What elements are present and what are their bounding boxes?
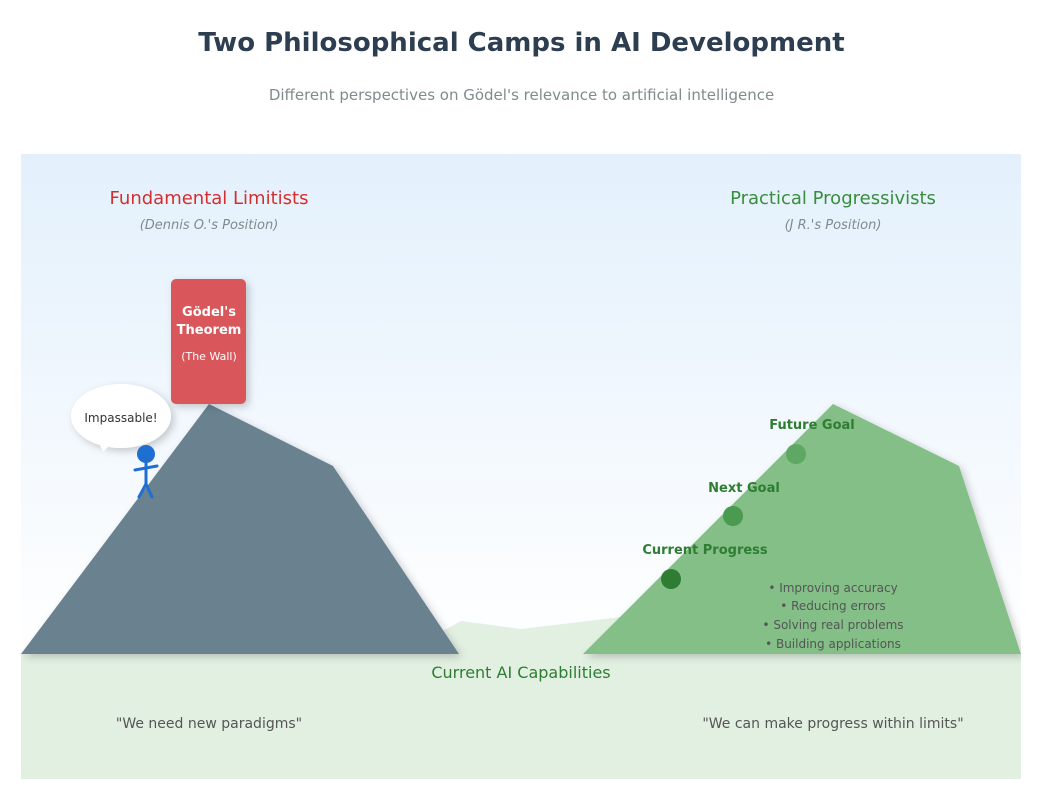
progressivist-quote: "We can make progress within limits"	[702, 716, 963, 732]
limitist-quote: "We need new paradigms"	[116, 716, 302, 732]
progress-bullet: • Solving real problems	[762, 618, 903, 632]
progress-bullet: • Improving accuracy	[768, 581, 897, 595]
current-progress-label: Current Progress	[642, 543, 768, 558]
future-goal-label: Future Goal	[769, 418, 855, 433]
page-subtitle: Different perspectives on Gödel's releva…	[268, 86, 775, 104]
speech-text: Impassable!	[84, 411, 157, 425]
ground-area	[21, 654, 1021, 779]
next-goal-label: Next Goal	[708, 481, 780, 496]
progressivist-position: (J R.'s Position)	[785, 218, 882, 233]
progressivist-mountain	[583, 404, 1021, 654]
wall-subtitle: (The Wall)	[181, 350, 237, 363]
speech-bubble: Impassable!	[71, 384, 171, 452]
ground-label: Current AI Capabilities	[431, 663, 610, 682]
stick-figure-icon	[133, 445, 159, 499]
progress-bullet: • Building applications	[765, 637, 901, 651]
future-goal-dot	[786, 444, 806, 464]
wall-title-line1: Gödel's	[182, 305, 236, 320]
current-progress-dot	[661, 569, 681, 589]
limitist-position: (Dennis O.'s Position)	[140, 218, 279, 233]
wall-title-line2: Theorem	[177, 323, 242, 338]
limitist-title: Fundamental Limitists	[110, 188, 309, 209]
diagram-scene: Gödel's Theorem (The Wall) Impassable! F…	[21, 154, 1021, 779]
progress-bullet: • Reducing errors	[780, 599, 886, 613]
limitist-mountain	[21, 404, 459, 654]
page-title: Two Philosophical Camps in AI Developmen…	[198, 28, 845, 58]
progressivist-title: Practical Progressivists	[730, 188, 936, 209]
next-goal-dot	[723, 506, 743, 526]
godel-wall	[171, 279, 246, 404]
